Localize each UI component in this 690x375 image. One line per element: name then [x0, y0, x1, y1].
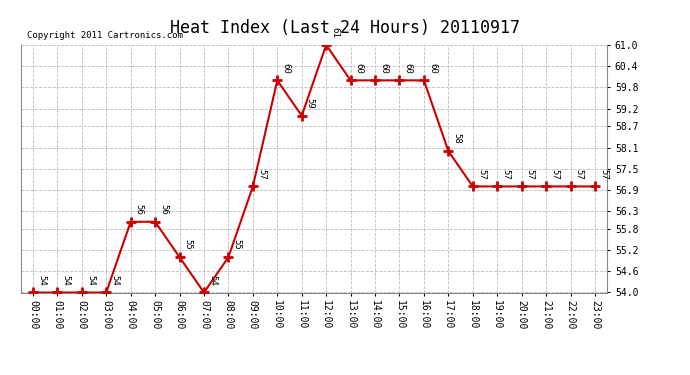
Text: 54: 54 — [208, 275, 217, 285]
Text: 60: 60 — [404, 63, 413, 74]
Text: 55: 55 — [233, 240, 241, 250]
Text: 54: 54 — [110, 275, 119, 285]
Text: 57: 57 — [257, 169, 266, 180]
Text: Copyright 2011 Cartronics.com: Copyright 2011 Cartronics.com — [26, 31, 182, 40]
Text: 58: 58 — [453, 134, 462, 144]
Text: 57: 57 — [477, 169, 486, 180]
Text: 57: 57 — [599, 169, 608, 180]
Text: 54: 54 — [61, 275, 70, 285]
Text: 60: 60 — [380, 63, 388, 74]
Text: 60: 60 — [355, 63, 364, 74]
Text: 60: 60 — [428, 63, 437, 74]
Text: 57: 57 — [502, 169, 511, 180]
Text: 57: 57 — [550, 169, 560, 180]
Text: 55: 55 — [184, 240, 193, 250]
Text: 54: 54 — [86, 275, 95, 285]
Text: 56: 56 — [159, 204, 168, 215]
Text: 59: 59 — [306, 98, 315, 109]
Text: 61: 61 — [331, 27, 339, 38]
Text: Heat Index (Last 24 Hours) 20110917: Heat Index (Last 24 Hours) 20110917 — [170, 19, 520, 37]
Text: 56: 56 — [135, 204, 144, 215]
Text: 54: 54 — [37, 275, 46, 285]
Text: 60: 60 — [282, 63, 290, 74]
Text: 57: 57 — [575, 169, 584, 180]
Text: 57: 57 — [526, 169, 535, 180]
